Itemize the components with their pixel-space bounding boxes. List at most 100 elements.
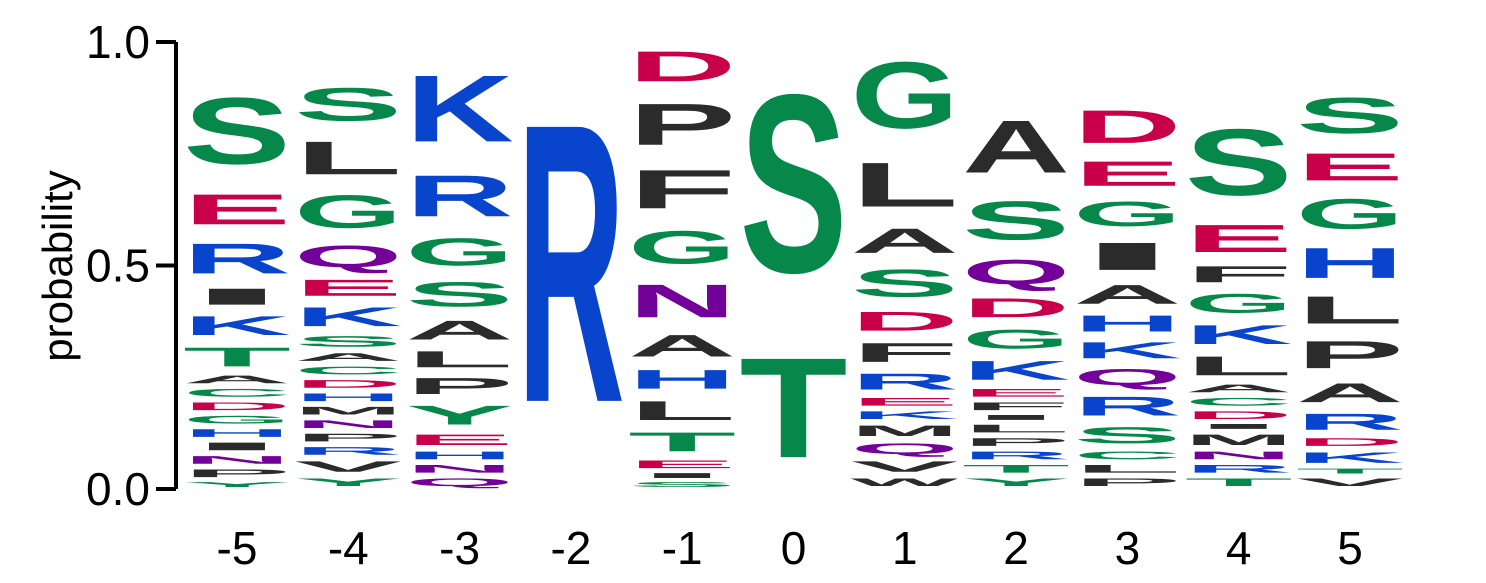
- logo-letter: D: [294, 378, 402, 390]
- logo-letter: K: [1296, 449, 1404, 466]
- logo-letter: D: [1185, 409, 1293, 421]
- logo-letter: Q: [294, 239, 402, 274]
- logo-letter: Q: [406, 476, 514, 488]
- logo-letter: P: [628, 92, 736, 158]
- logo-letter: K: [183, 311, 291, 341]
- logo-letter: H: [1073, 311, 1181, 337]
- logo-letter: V: [1296, 476, 1404, 488]
- logo-letter: G: [1185, 288, 1293, 318]
- x-position-label: -3: [439, 522, 480, 574]
- logo-letter: N: [628, 275, 736, 327]
- logo-letter: R: [1296, 409, 1404, 435]
- logo-letter: Q: [962, 253, 1070, 292]
- logo-letter: R: [851, 369, 959, 395]
- logo-letter: A: [962, 105, 1070, 189]
- logo-column: R: [517, 41, 625, 486]
- logo-letter: S: [962, 190, 1070, 251]
- logo-letter: N: [1185, 449, 1293, 461]
- logo-letter: L: [1073, 463, 1181, 475]
- x-position-label: 5: [1337, 522, 1363, 574]
- logo-letter: S: [1296, 87, 1404, 144]
- y-tick-label: 0.0: [86, 463, 150, 515]
- logo-letter: H: [183, 427, 291, 439]
- y-tick-label: 0.5: [86, 240, 150, 292]
- logo-letter: S: [406, 275, 514, 314]
- logo-letter: P: [1296, 333, 1404, 377]
- logo-letter: E: [294, 275, 402, 301]
- logo-letter: E: [628, 458, 736, 470]
- y-axis-ticks: 0.0 0.5 1.0: [86, 16, 176, 515]
- logo-letter: A: [183, 373, 291, 385]
- logo-letter: G: [628, 221, 736, 274]
- logo-letter: L: [628, 396, 736, 426]
- logo-letter: P: [1073, 476, 1181, 488]
- logo-letter: T: [1296, 467, 1404, 475]
- logo-letter: D: [183, 400, 291, 412]
- logo-letter: F: [851, 337, 959, 367]
- logo-letter: C: [183, 387, 291, 399]
- logo-letter: K: [294, 302, 402, 332]
- logo-letter: T: [962, 463, 1070, 475]
- x-position-label: -2: [550, 522, 591, 574]
- logo-letter: V: [294, 458, 402, 475]
- logo-letter: M: [294, 405, 402, 417]
- logo-letter: E: [406, 431, 514, 448]
- logo-letter: C: [1185, 396, 1293, 408]
- logo-letter: C: [1073, 449, 1181, 461]
- logo-letter: T: [183, 342, 291, 372]
- logo-letter: Y: [294, 476, 402, 488]
- x-axis-position-labels: -5 -4 -3 -2 -1 0 1 2 3 4 5: [217, 522, 1363, 574]
- x-position-label: 3: [1115, 522, 1141, 574]
- x-position-label: -4: [328, 522, 369, 574]
- logo-letter: P: [183, 467, 291, 479]
- logo-letter: D: [1296, 436, 1404, 448]
- logo-letter: A: [628, 328, 736, 363]
- logo-column: TS: [740, 42, 848, 488]
- logo-letter: I: [628, 472, 736, 480]
- logo-letter: G: [1296, 190, 1404, 238]
- logo-letter: S: [183, 79, 291, 185]
- logo-letter: P: [294, 431, 402, 443]
- logo-letter: N: [183, 454, 291, 466]
- logo-letter: G: [851, 43, 959, 149]
- logo-letter: K: [851, 409, 959, 421]
- logo-letter: G: [1073, 195, 1181, 234]
- logo-letter: L: [962, 422, 1070, 434]
- logo-letter: Q: [851, 440, 959, 457]
- logo-letter: E: [851, 396, 959, 408]
- logo-letter: I: [183, 284, 291, 310]
- logo-letter: Q: [1073, 364, 1181, 390]
- x-position-label: 1: [892, 522, 918, 574]
- logo-letter: R: [1185, 463, 1293, 475]
- x-position-label: 2: [1003, 522, 1029, 574]
- logo-letter: V: [851, 458, 959, 475]
- logo-letter: I: [1185, 422, 1293, 430]
- logo-letter: K: [962, 355, 1070, 385]
- logo-letter: D: [1073, 101, 1181, 153]
- logo-letter: A: [1073, 279, 1181, 309]
- logo-letter: T: [628, 427, 736, 457]
- logo-letter: K: [1185, 320, 1293, 350]
- x-position-label: -5: [217, 522, 258, 574]
- logo-letter: R: [294, 445, 402, 457]
- logo-letter: Y: [406, 400, 514, 430]
- logo-letter: R: [183, 235, 291, 283]
- logo-letter: E: [183, 186, 291, 234]
- logo-letter: G: [962, 324, 1070, 354]
- logo-letter: D: [628, 43, 736, 91]
- logo-letter: S: [628, 481, 736, 489]
- logo-letter: P: [406, 373, 514, 399]
- logo-letter: I: [962, 413, 1070, 421]
- logo-letter: E: [1296, 145, 1404, 189]
- logo-letter: S: [294, 333, 402, 350]
- logo-letter: L: [294, 132, 402, 184]
- logo-letter: A: [294, 351, 402, 363]
- logo-letter: R: [517, 41, 625, 486]
- logo-letter: G: [406, 230, 514, 274]
